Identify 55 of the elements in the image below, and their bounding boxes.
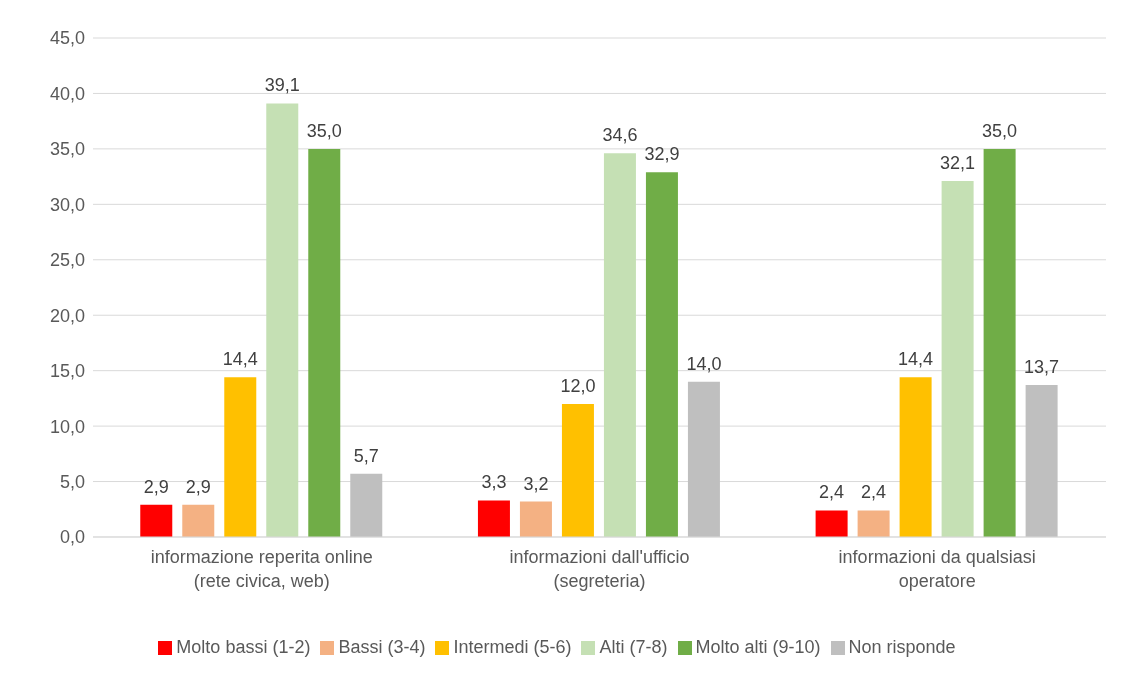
bar [561,403,594,537]
y-tick-label: 15,0 [49,361,85,382]
bar [983,148,1016,537]
legend-label: Molto alti (9-10) [695,637,821,657]
data-label: 12,0 [560,375,596,396]
bar [266,103,299,537]
data-label: 3,3 [481,472,507,493]
data-label: 2,4 [819,482,845,503]
data-label: 2,9 [143,476,169,497]
y-tick-label: 25,0 [49,250,85,271]
bar [899,377,932,537]
data-label: 34,6 [602,125,638,146]
legend-label: Non risponde [848,637,956,657]
data-label: 2,4 [861,482,887,503]
legend-label: Bassi (3-4) [338,637,426,657]
data-label: 14,0 [686,353,722,374]
data-label: 32,9 [644,144,680,165]
data-label: 14,4 [898,349,934,370]
y-tick-label: 0,0 [59,527,85,548]
bar [308,148,341,537]
y-tick-label: 45,0 [49,28,85,49]
bar [182,504,215,537]
legend-label: Alti (7-8) [599,637,668,657]
y-tick-label: 10,0 [49,416,85,437]
y-tick-label: 40,0 [49,83,85,104]
x-tick-label: informazioni da qualsiasi operatore [838,547,1036,591]
y-tick-label: 30,0 [49,194,85,215]
data-label: 5,7 [353,445,379,466]
data-label: 35,0 [306,120,342,141]
legend-label: Molto bassi (1-2) [176,637,311,657]
bar [941,181,974,537]
y-tick-label: 5,0 [59,471,85,492]
data-label: 39,1 [264,75,300,96]
data-label: 32,1 [940,153,976,174]
data-label: 14,4 [222,349,258,370]
bar [603,153,636,537]
bar [687,381,720,537]
bar [477,500,510,537]
bar [224,377,257,537]
bar [1025,385,1058,537]
data-label: 13,7 [1024,357,1060,378]
bar [857,510,890,537]
bar [645,172,678,537]
legend-label: Intermedi (5-6) [453,637,572,657]
bar [519,501,552,537]
data-label: 35,0 [982,120,1018,141]
bar [815,510,848,537]
bar [350,473,383,537]
y-tick-label: 20,0 [49,305,85,326]
x-tick-label: informazione reperita online (rete civica, web) [150,547,373,591]
data-label: 3,2 [523,473,549,494]
x-tick-label: informazioni dall'ufficio (segreteria) [509,547,690,591]
data-label: 2,9 [185,476,211,497]
bar [140,504,173,537]
y-tick-label: 35,0 [49,139,85,160]
